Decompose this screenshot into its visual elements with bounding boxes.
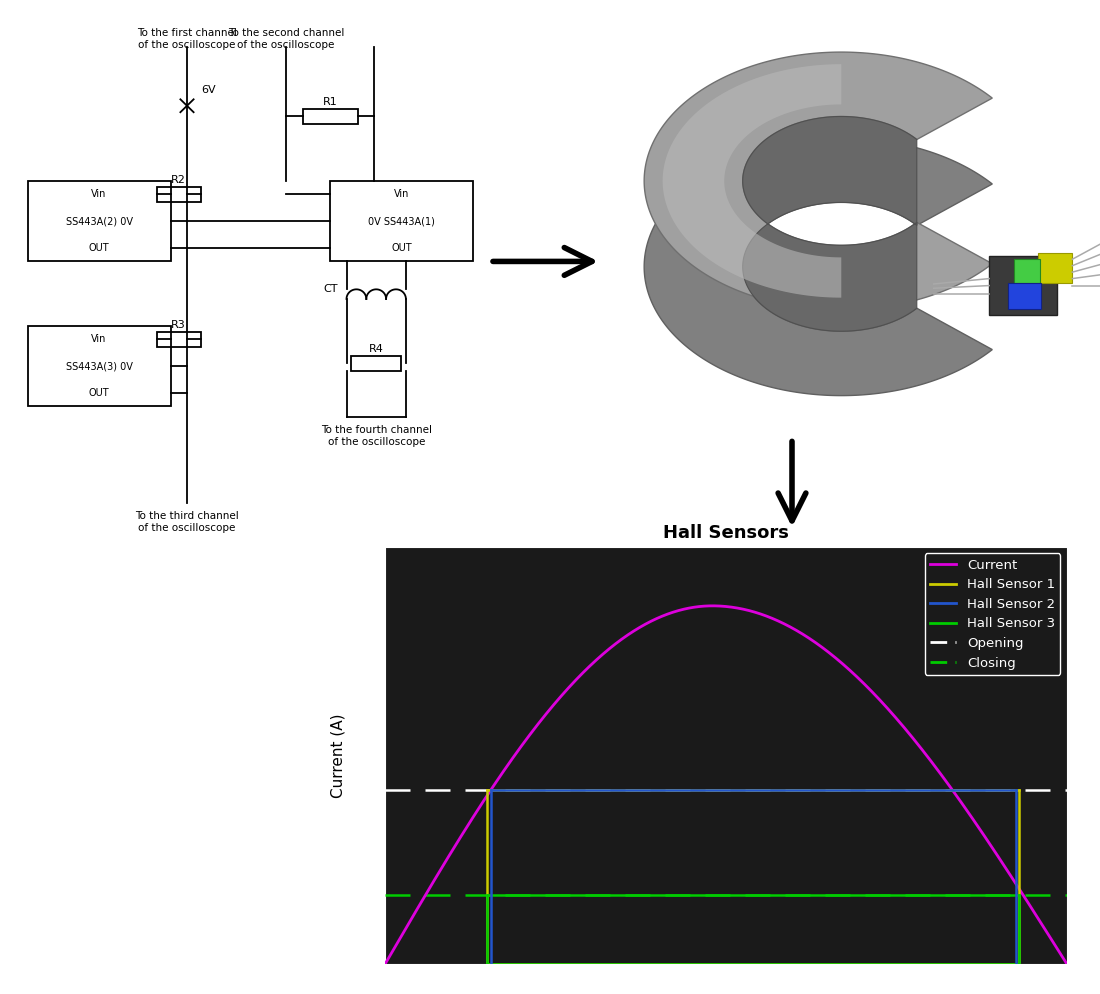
Text: To the third channel
of the oscilloscope: To the third channel of the oscilloscope — [135, 511, 239, 533]
Bar — [989, 256, 1057, 315]
Bar — [352, 356, 400, 371]
Text: 0V SS443A(1): 0V SS443A(1) — [368, 216, 434, 227]
Polygon shape — [742, 116, 916, 331]
Text: R3: R3 — [172, 320, 186, 330]
Text: SS443A(3) 0V: SS443A(3) 0V — [66, 361, 132, 371]
Bar — [330, 181, 473, 261]
Polygon shape — [662, 65, 842, 297]
Text: R2: R2 — [172, 175, 186, 185]
Bar — [28, 326, 170, 407]
Text: 6V: 6V — [200, 85, 216, 95]
Polygon shape — [645, 52, 992, 310]
Y-axis label: Current (A): Current (A) — [330, 713, 345, 798]
Text: CT: CT — [323, 284, 338, 294]
Polygon shape — [645, 138, 992, 396]
Text: To the fourth channel
of the oscilloscope: To the fourth channel of the oscilloscop… — [321, 425, 431, 446]
Text: OUT: OUT — [89, 388, 109, 398]
Text: OUT: OUT — [392, 243, 411, 253]
Title: Hall Sensors: Hall Sensors — [663, 525, 789, 543]
Text: SS443A(2) 0V: SS443A(2) 0V — [66, 216, 132, 227]
Text: To the second channel
of the oscilloscope: To the second channel of the oscilloscop… — [228, 28, 344, 50]
Text: Vin: Vin — [91, 334, 107, 344]
Bar — [1014, 258, 1040, 283]
Text: R1: R1 — [322, 96, 338, 106]
Text: Vin: Vin — [394, 189, 409, 200]
Bar — [156, 332, 200, 347]
Text: Vin: Vin — [91, 189, 107, 200]
Bar — [302, 109, 358, 124]
Bar — [1008, 283, 1042, 309]
Bar — [28, 181, 170, 261]
Text: To the first channel
of the oscilloscope: To the first channel of the oscilloscope — [138, 28, 236, 50]
Text: R4: R4 — [368, 344, 384, 354]
Bar — [156, 187, 200, 202]
Bar — [1038, 253, 1072, 283]
Text: OUT: OUT — [89, 243, 109, 253]
Legend: Current, Hall Sensor 1, Hall Sensor 2, Hall Sensor 3, Opening, Closing: Current, Hall Sensor 1, Hall Sensor 2, H… — [925, 554, 1060, 675]
